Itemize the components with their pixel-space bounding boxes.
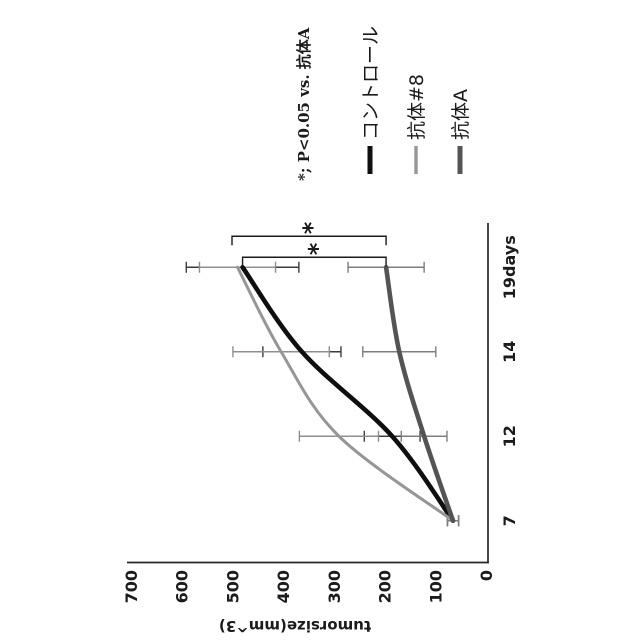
y-axis-title: tumorsize(mm^3) bbox=[219, 617, 371, 635]
legend-label-antibody-8: 抗体#8 bbox=[406, 74, 428, 140]
significance-note: *; P<0.05 vs. 抗体A bbox=[295, 27, 313, 181]
y-tick-label-400: 400 bbox=[274, 570, 293, 603]
error-bars-layer bbox=[185, 261, 460, 527]
significance-asterisk-2: * bbox=[298, 221, 326, 234]
legend-label-antibody-a: 抗体A bbox=[450, 89, 472, 140]
legend-entry-antibody-8: 抗体#8 bbox=[406, 74, 428, 174]
axis-tick-labels: 0 100 200 300 400 500 600 700 7 12 14 19days bbox=[122, 235, 519, 603]
significance-brackets: ** bbox=[231, 221, 387, 267]
x-tick-label-19: 19days bbox=[500, 235, 519, 299]
significance-bracket-2 bbox=[231, 235, 387, 246]
legend-entry-antibody-a: 抗体A bbox=[450, 89, 472, 174]
x-tick-label-14: 14 bbox=[500, 341, 519, 363]
series-lines-layer bbox=[236, 264, 456, 524]
legend-entry-control: コントロール bbox=[360, 26, 382, 174]
series-line-control bbox=[240, 264, 456, 524]
x-tick-label-7: 7 bbox=[500, 515, 519, 526]
y-tick-label-600: 600 bbox=[173, 570, 192, 603]
legend-label-control: コントロール bbox=[360, 26, 382, 140]
series-line-antibodyA bbox=[383, 264, 456, 524]
legend: コントロール 抗体#8 抗体A bbox=[360, 26, 472, 174]
y-tick-label-200: 200 bbox=[376, 570, 395, 603]
y-tick-label-0: 0 bbox=[477, 570, 496, 581]
series-line-antibody8 bbox=[236, 265, 455, 523]
significance-bracket-1 bbox=[241, 256, 387, 267]
y-tick-label-500: 500 bbox=[223, 570, 242, 603]
y-tick-label-700: 700 bbox=[122, 570, 141, 603]
y-tick-label-300: 300 bbox=[325, 570, 344, 603]
significance-asterisk-1: * bbox=[303, 242, 331, 255]
y-tick-label-100: 100 bbox=[426, 570, 445, 603]
x-tick-label-12: 12 bbox=[500, 425, 519, 447]
